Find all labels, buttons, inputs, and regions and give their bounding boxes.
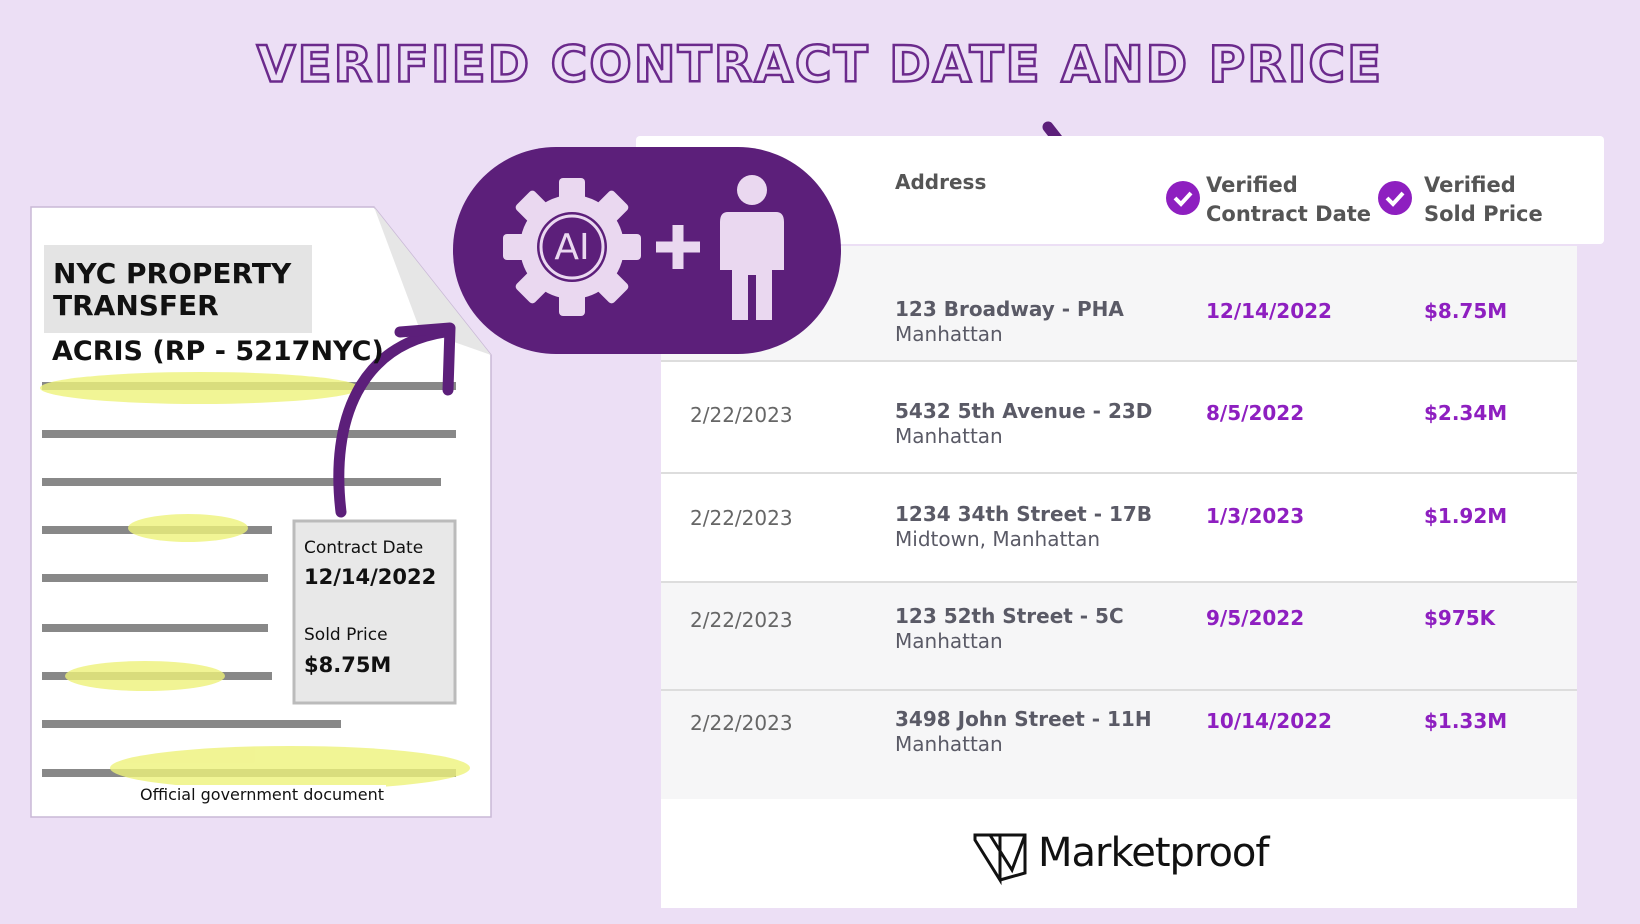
arrow-head [394,322,456,396]
row-separators [661,360,1577,691]
contract-date: 10/14/2022 [1206,709,1332,733]
listed-date: 2/22/2023 [690,506,793,530]
gear-ring [539,214,605,280]
row-bg [661,690,1577,799]
contract-date: 8/5/2022 [1206,401,1305,425]
address: 123 Broadway - PHA [895,297,1124,321]
title: VERIFIED CONTRACT DATE AND PRICE [257,36,1383,94]
row-bg [661,582,1577,690]
area: Manhattan [895,629,1003,653]
address: 3498 John Street - 11H [895,707,1152,731]
field-label: Contract Date [304,538,424,558]
highlights [40,372,470,790]
sold-price: $975K [1424,606,1496,630]
gear-inner [537,212,607,282]
document-caption: Official government document [138,785,386,804]
contract-date: 1/3/2023 [1206,504,1305,528]
person-icon [720,175,784,320]
address: 123 52th Street - 5C [895,604,1124,628]
sold-price: $1.92M [1424,504,1508,528]
ai-label: AI [554,227,589,268]
contract-date: 9/5/2022 [1206,606,1305,630]
listed-date: 2/22/2023 [690,608,793,632]
address: 1234 34th Street - 17B [895,502,1153,526]
plus-icon [656,225,700,269]
area: Midtown, Manhattan [895,527,1101,551]
check-icons [1166,181,1412,215]
listed-date: 2/22/2023 [690,711,793,735]
form-name: ACRIS (RP - 5217NYC) [52,336,384,367]
contract-date: 12/14/2022 [1206,299,1332,323]
sold-price: $1.33M [1424,709,1508,733]
fields-box [292,519,457,705]
brand-name: Marketproof [1038,830,1269,876]
field-label: Sold Price [304,625,388,645]
table-header-card [636,136,1604,244]
heading-box [44,245,312,333]
area: Manhattan [895,732,1003,756]
brand-logo [973,833,1027,886]
column-header: Address [895,170,987,194]
arrow-up [333,326,451,518]
field-value: $8.75M [304,653,392,677]
page-fold [374,207,491,355]
sold-price: $2.34M [1424,401,1508,425]
area: Manhattan [895,424,1003,448]
field-value: 12/14/2022 [304,565,437,589]
address: 5432 5th Avenue - 23D [895,399,1153,423]
column-header: Verified Contract Date [1206,173,1372,226]
document-heading: NYC PROPERTY TRANSFER [53,257,292,322]
area: Manhattan [895,322,1003,346]
column-header: Verified Sold Price [1424,173,1543,226]
listed-date: 2/22/2023 [690,403,793,427]
sold-price: $8.75M [1424,299,1508,323]
